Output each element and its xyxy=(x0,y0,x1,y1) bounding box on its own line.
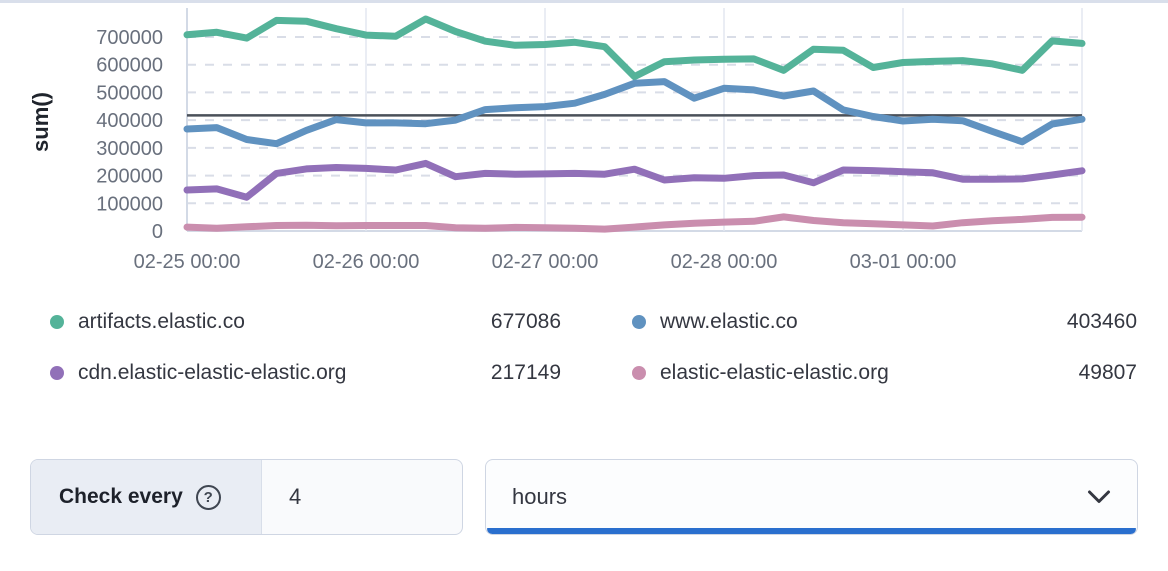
y-axis-title: sum() xyxy=(28,92,53,152)
chart-svg: 0 100000 200000 300000 400000 500000 600000 700… xyxy=(96,8,1086,273)
legend-color-dot xyxy=(50,315,64,329)
timeseries-chart: 0 100000 200000 300000 400000 500000 600000 700… xyxy=(0,0,1168,285)
panel-top-divider xyxy=(0,0,1168,3)
legend-series-label: www.elastic.co xyxy=(660,310,798,333)
legend-series-value: 49807 xyxy=(1078,361,1137,384)
svg-text:0: 0 xyxy=(152,221,163,243)
svg-text:200000: 200000 xyxy=(96,166,163,188)
check-every-label: Check every xyxy=(59,485,183,508)
legend-color-dot xyxy=(50,366,64,380)
check-every-group: Check every ? xyxy=(30,459,463,535)
legend-series-label: cdn.elastic-elastic-elastic.org xyxy=(78,361,347,384)
legend-series-value: 403460 xyxy=(1066,310,1137,333)
help-icon[interactable]: ? xyxy=(195,484,221,510)
svg-text:300000: 300000 xyxy=(96,138,163,160)
select-focus-underline xyxy=(487,528,1136,534)
legend-series-label: artifacts.elastic.co xyxy=(78,310,245,333)
legend-item[interactable]: elastic-elastic-elastic.org 49807 xyxy=(632,357,1137,389)
svg-text:400000: 400000 xyxy=(96,110,163,132)
legend-color-dot xyxy=(632,315,646,329)
legend-item[interactable]: www.elastic.co 403460 xyxy=(632,306,1137,338)
legend-item[interactable]: artifacts.elastic.co 677086 xyxy=(50,306,561,338)
chevron-down-icon xyxy=(1088,490,1110,503)
legend-series-value: 217149 xyxy=(490,361,561,384)
interval-unit-select[interactable]: hours xyxy=(485,459,1138,535)
svg-text:02-28 00:00: 02-28 00:00 xyxy=(671,251,778,273)
interval-unit-value: hours xyxy=(512,484,568,509)
svg-text:500000: 500000 xyxy=(96,82,163,104)
legend-item[interactable]: cdn.elastic-elastic-elastic.org 217149 xyxy=(50,357,561,389)
check-interval-input[interactable] xyxy=(262,460,462,534)
legend-series-label: elastic-elastic-elastic.org xyxy=(660,361,889,384)
legend-series-value: 677086 xyxy=(490,310,561,333)
svg-text:700000: 700000 xyxy=(96,27,163,49)
svg-text:02-25 00:00: 02-25 00:00 xyxy=(134,251,241,273)
legend-color-dot xyxy=(632,366,646,380)
svg-text:100000: 100000 xyxy=(96,193,163,215)
svg-text:03-01 00:00: 03-01 00:00 xyxy=(850,251,957,273)
svg-text:02-26 00:00: 02-26 00:00 xyxy=(313,251,420,273)
check-every-prepend: Check every ? xyxy=(31,460,262,534)
svg-text:600000: 600000 xyxy=(96,55,163,77)
svg-text:02-27 00:00: 02-27 00:00 xyxy=(492,251,599,273)
